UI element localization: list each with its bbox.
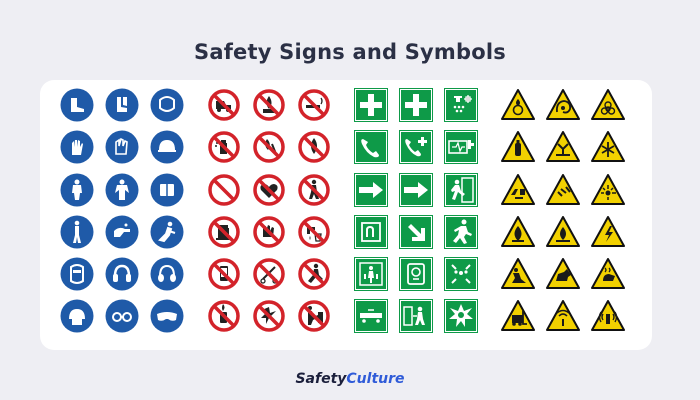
- first-aid-icon: [354, 88, 388, 122]
- ear-muffs-icon: [150, 257, 184, 291]
- safety-harness-icon: [60, 215, 94, 249]
- signs-card: [40, 80, 652, 350]
- shelter-icon: [444, 299, 478, 333]
- wash-hands-icon: [105, 215, 139, 249]
- cold-icon: [591, 131, 625, 162]
- read-manual-icon: [150, 173, 184, 207]
- face-mask-icon: [60, 257, 94, 291]
- electric-hazard-icon: [591, 216, 625, 247]
- gas-cylinder-icon: [501, 131, 535, 162]
- defibrillator-icon: [444, 130, 478, 164]
- ear-protection-icon: [105, 257, 139, 291]
- biohazard-icon: [591, 89, 625, 120]
- brand-logo-part1: Safety: [295, 371, 347, 387]
- slippery-surface-icon: [501, 258, 535, 289]
- no-cutting-icon: [253, 258, 285, 290]
- exit-run-icon: [444, 215, 478, 249]
- no-access-icon: [208, 174, 240, 206]
- call-point-icon: [354, 215, 388, 249]
- overalls-icon: [105, 173, 139, 207]
- guard-dog-icon: [546, 258, 580, 289]
- protective-gloves-icon: [60, 130, 94, 164]
- break-glass-icon: [399, 257, 433, 291]
- signs-grid: [60, 88, 632, 340]
- eye-wash-icon: [444, 88, 478, 122]
- no-running-icon: [298, 258, 330, 290]
- flammable-icon: [501, 216, 535, 247]
- gloves-icon: [105, 130, 139, 164]
- no-pacemakers-icon: [253, 174, 285, 206]
- assembly-point-icon: [444, 257, 478, 291]
- emergency-phone-icon: [354, 130, 388, 164]
- non-ionizing-radiation-icon: [546, 300, 580, 331]
- arrow-down-right-icon: [399, 215, 433, 249]
- no-mobile-phones-icon: [208, 258, 240, 290]
- page-title: Safety Signs and Symbols: [194, 40, 506, 64]
- hot-surface-icon: [591, 258, 625, 289]
- rubber-boots-icon: [105, 88, 139, 122]
- flammable-liquid-icon: [546, 216, 580, 247]
- arrow-right-icon: [354, 173, 388, 207]
- no-pushing-icon: [298, 300, 330, 332]
- safety-boots-icon: [60, 88, 94, 122]
- no-fire-icon: [253, 131, 285, 163]
- no-touching-icon: [253, 216, 285, 248]
- no-spray-icon: [208, 131, 240, 163]
- not-drinking-water-icon: [298, 216, 330, 248]
- rotating-hazard-icon: [546, 89, 580, 120]
- no-pedestrians-icon: [298, 174, 330, 206]
- emergency-call-icon: [399, 130, 433, 164]
- head-protection-icon: [60, 299, 94, 333]
- stretcher-icon: [354, 299, 388, 333]
- emergency-exit-icon: [444, 173, 478, 207]
- first-aid-cross-icon: [399, 88, 433, 122]
- brand-logo: SafetyCulture: [0, 371, 700, 387]
- no-forklift-icon: [208, 89, 240, 121]
- forklift-warning-icon: [501, 300, 535, 331]
- face-shield-icon: [150, 88, 184, 122]
- oxidizing-icon: [501, 89, 535, 120]
- protective-suit-icon: [60, 173, 94, 207]
- no-sitting-icon: [208, 216, 240, 248]
- brand-logo-part2: Culture: [346, 371, 405, 387]
- use-walkway-icon: [150, 215, 184, 249]
- assembly-person-icon: [354, 257, 388, 291]
- exit-door-icon: [399, 299, 433, 333]
- no-lighters-icon: [208, 300, 240, 332]
- no-open-flame-icon: [253, 89, 285, 121]
- corrosive-icon: [501, 174, 535, 205]
- no-sparks-icon: [253, 300, 285, 332]
- flying-debris-icon: [546, 174, 580, 205]
- no-open-fire-icon: [298, 131, 330, 163]
- laser-icon: [591, 174, 625, 205]
- hard-hat-icon: [150, 130, 184, 164]
- radio-wave-icon: [591, 300, 625, 331]
- crush-hazard-icon: [546, 131, 580, 162]
- eye-protection-icon: [105, 299, 139, 333]
- no-smoking-icon: [298, 89, 330, 121]
- safety-goggles-icon: [150, 299, 184, 333]
- arrow-right-alt-icon: [399, 173, 433, 207]
